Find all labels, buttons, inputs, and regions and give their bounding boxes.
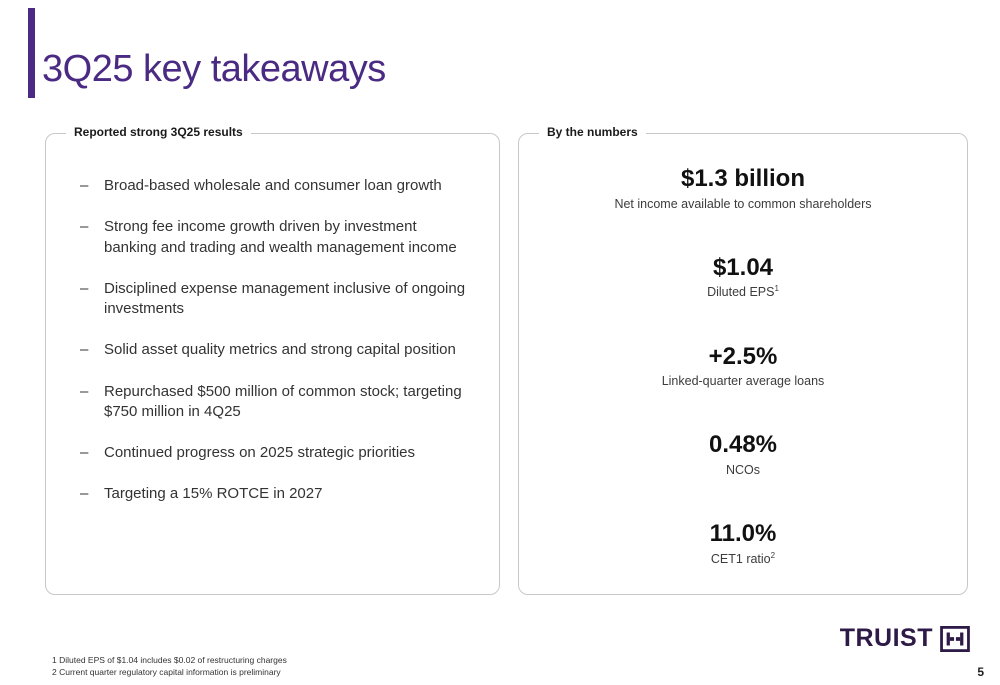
list-item: Broad-based wholesale and consumer loan … <box>80 176 471 197</box>
numbers-panel: By the numbers $1.3 billion Net income a… <box>518 125 968 595</box>
bullet-text: Broad-based wholesale and consumer loan … <box>104 177 442 194</box>
stat-label-text: Diluted EPS <box>707 285 775 300</box>
footnote-2: 2 Current quarter regulatory capital inf… <box>52 666 281 677</box>
stat-value: $1.04 <box>712 253 774 281</box>
stat-cet1-ratio: 11.0% CET1 ratio2 <box>710 520 777 566</box>
list-item: Repurchased $500 million of common stock… <box>80 382 471 423</box>
bullet-text: Continued progress on 2025 strategic pri… <box>104 444 416 461</box>
stat-label-text: Linked-quarter average loans <box>661 374 825 389</box>
stat-label: NCOs <box>709 462 777 477</box>
stat-label: CET1 ratio2 <box>710 551 777 566</box>
list-item: Solid asset quality metrics and strong c… <box>80 340 471 361</box>
numbers-panel-header: By the numbers <box>539 125 646 139</box>
bullet-text: Solid asset quality metrics and strong c… <box>104 341 456 359</box>
bullet-text: Disciplined expense management inclusive… <box>104 279 466 317</box>
list-item: Strong fee income growth driven by inves… <box>80 217 471 258</box>
stat-net-income: $1.3 billion Net income available to com… <box>614 165 871 211</box>
stat-value: $1.3 billion <box>680 165 805 192</box>
footnote-1: 1 Diluted EPS of $1.04 includes $0.02 of… <box>52 655 287 666</box>
stat-label-text: NCOs <box>725 463 761 477</box>
stat-footnote-ref: 1 <box>774 284 779 294</box>
page-title: 3Q25 key takeaways <box>42 48 386 90</box>
truist-logo-mark-icon <box>940 625 970 652</box>
truist-logo: TRUIST <box>840 624 970 653</box>
stat-label-text: CET1 ratio <box>710 551 771 566</box>
list-item: Targeting a 15% ROTCE in 2027 <box>80 484 471 505</box>
stat-value: 0.48% <box>708 431 778 459</box>
stat-value: +2.5% <box>708 342 778 370</box>
bullet-text: Strong fee income growth driven by inves… <box>104 218 457 256</box>
stat-label: Diluted EPS1 <box>707 284 779 299</box>
stat-average-loans: +2.5% Linked-quarter average loans <box>662 343 825 389</box>
stat-label-text: Net income available to common sharehold… <box>614 196 872 211</box>
stat-ncos: 0.48% NCOs <box>709 431 777 477</box>
results-bullet-list: Broad-based wholesale and consumer loan … <box>46 134 499 505</box>
bullet-text: Targeting a 15% ROTCE in 2027 <box>104 485 323 503</box>
stat-label: Linked-quarter average loans <box>662 373 825 388</box>
page-number: 5 <box>977 665 984 679</box>
footnotes: 1 Diluted EPS of $1.04 includes $0.02 of… <box>52 655 287 678</box>
results-panel: Reported strong 3Q25 results Broad-based… <box>45 125 500 595</box>
stats-list: $1.3 billion Net income available to com… <box>519 134 967 566</box>
stat-label: Net income available to common sharehold… <box>614 196 871 211</box>
results-panel-header: Reported strong 3Q25 results <box>66 125 251 139</box>
list-item: Disciplined expense management inclusive… <box>80 279 471 320</box>
title-accent-bar <box>28 8 35 98</box>
truist-logo-text: TRUIST <box>839 624 933 652</box>
stat-diluted-eps: $1.04 Diluted EPS1 <box>707 254 779 300</box>
list-item: Continued progress on 2025 strategic pri… <box>80 443 471 464</box>
stat-value: 11.0% <box>709 520 777 547</box>
bullet-text: Repurchased $500 million of common stock… <box>104 382 462 420</box>
stat-footnote-ref: 2 <box>770 550 776 560</box>
